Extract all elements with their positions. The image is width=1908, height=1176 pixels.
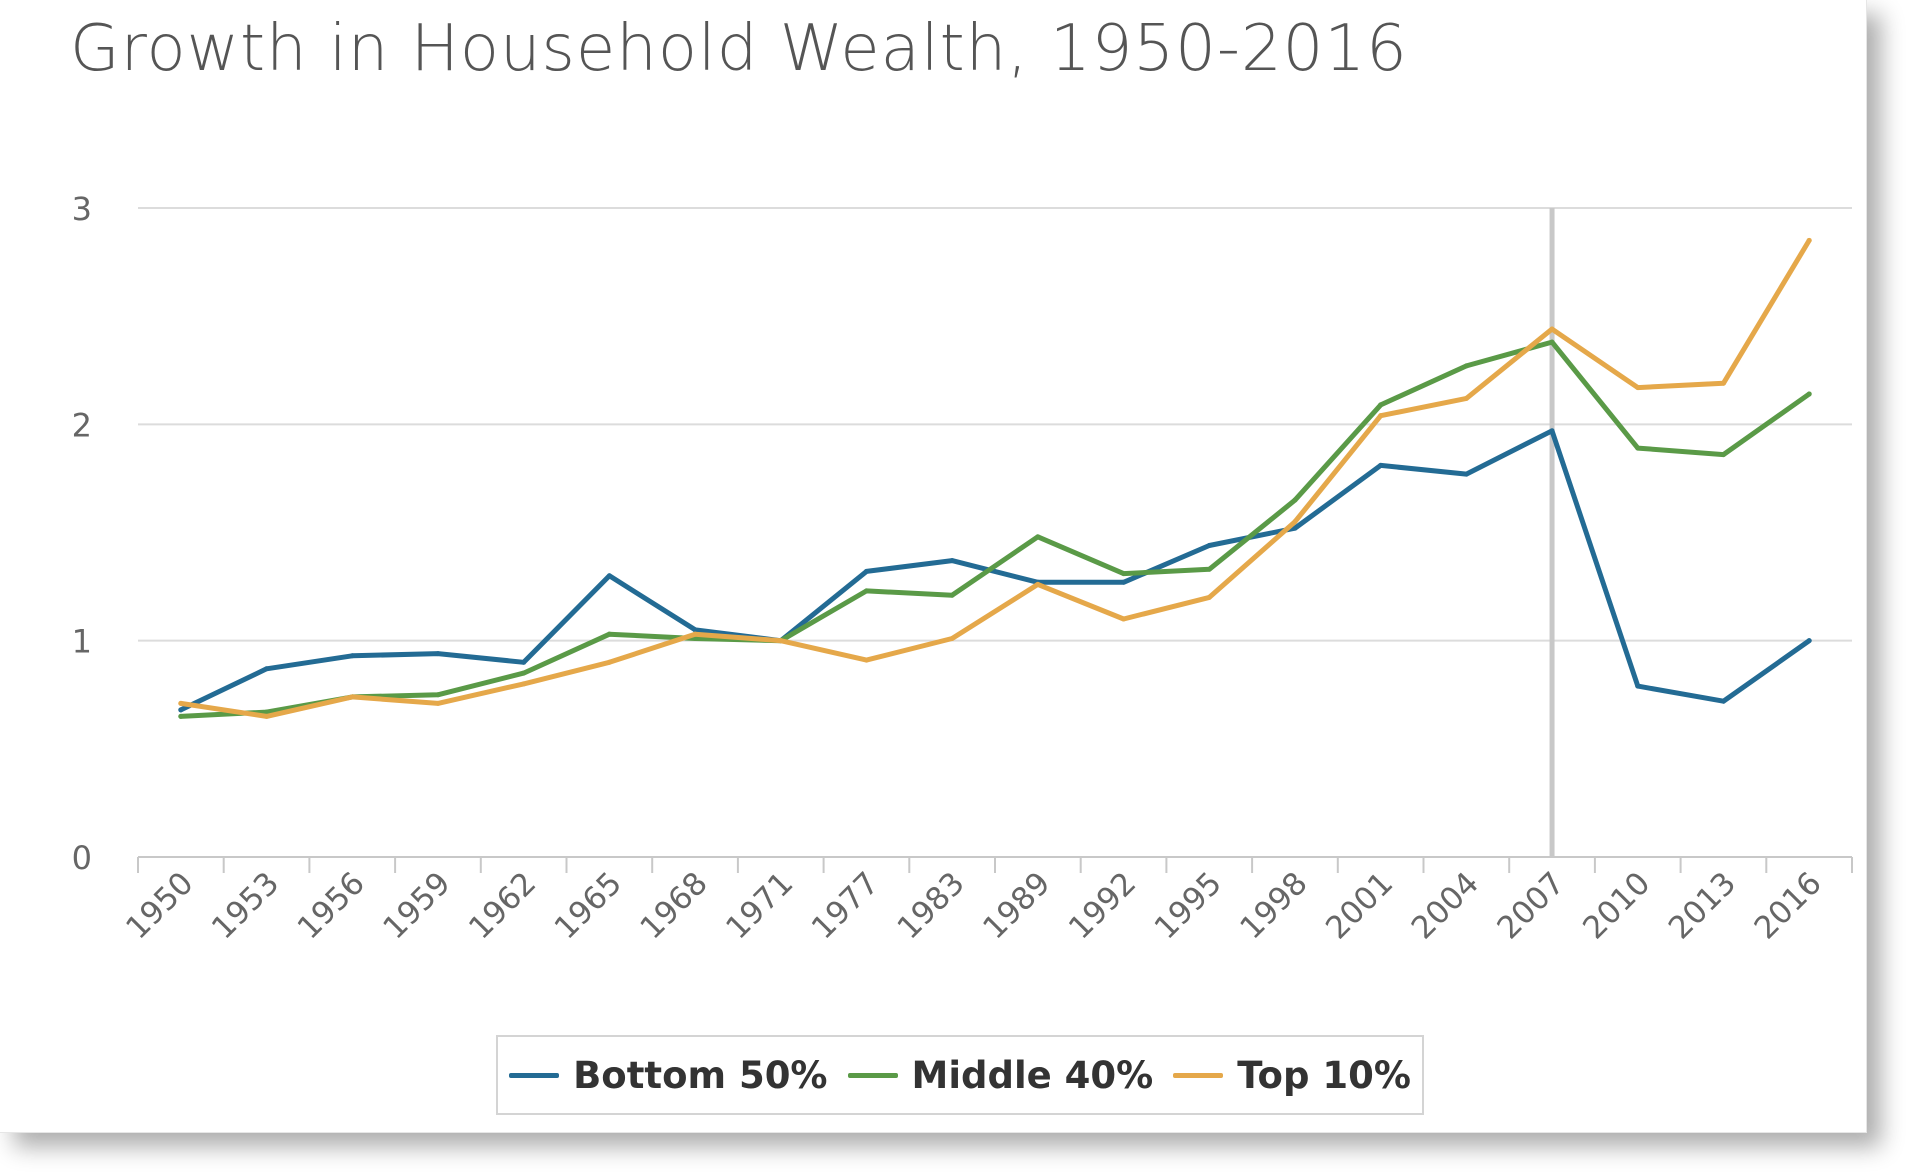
x-tick-label: 2010	[1576, 865, 1657, 946]
data-point	[1206, 594, 1212, 600]
legend-label: Bottom 50%	[573, 1053, 828, 1097]
x-tick-label: 1959	[376, 865, 457, 946]
legend-swatch	[847, 1072, 898, 1078]
x-tick-label: 2016	[1748, 865, 1829, 946]
data-point	[1121, 579, 1127, 585]
data-point	[435, 692, 441, 698]
x-tick-label: 1998	[1233, 865, 1314, 946]
data-point	[349, 694, 355, 700]
data-point	[1635, 445, 1641, 451]
data-point	[1378, 402, 1384, 408]
data-point	[1035, 581, 1041, 587]
y-tick-label: 2	[72, 406, 92, 444]
line-chart: 0 1 2 3 1950 1953 1956 1959 1962 1965 1968 1971 197…	[72, 190, 1853, 946]
data-point	[1121, 571, 1127, 577]
data-point	[1292, 519, 1298, 525]
data-point	[863, 568, 869, 574]
legend-item[interactable]: Middle 40%	[847, 1053, 1154, 1097]
x-tick-label: 1956	[291, 865, 372, 946]
x-tick-label: 2007	[1490, 865, 1571, 946]
chart-title: Growth in Household Wealth, 1950-2016	[70, 12, 1408, 86]
data-point	[264, 709, 270, 715]
y-tick-label: 3	[72, 190, 92, 228]
data-point	[692, 631, 698, 637]
data-point	[1720, 380, 1726, 386]
x-tick-label: 2001	[1319, 865, 1400, 946]
x-axis: 1950 1953 1956 1959 1962 1965 1968 1971 1977 1983…	[119, 856, 1853, 946]
x-tick-label: 1983	[891, 865, 972, 946]
legend-swatch	[1173, 1072, 1224, 1078]
x-tick-label: 1977	[805, 865, 886, 946]
data-point	[521, 670, 527, 676]
data-point	[521, 681, 527, 687]
data-point	[435, 700, 441, 706]
data-point	[1635, 683, 1641, 689]
data-point	[778, 638, 784, 644]
data-point	[1806, 237, 1812, 243]
series-line-bottom-50	[178, 428, 1812, 713]
data-point	[1378, 462, 1384, 468]
x-tick-label: 1995	[1148, 865, 1229, 946]
data-point	[1549, 428, 1555, 434]
data-point	[863, 657, 869, 663]
series-line-top-10	[178, 237, 1812, 719]
data-point	[264, 666, 270, 672]
legend-swatch	[509, 1072, 560, 1078]
data-point	[264, 713, 270, 719]
data-point	[435, 651, 441, 657]
x-tick-label: 1992	[1062, 865, 1143, 946]
data-point	[1292, 497, 1298, 503]
x-tick-label: 2004	[1405, 865, 1486, 946]
data-point	[349, 653, 355, 659]
data-point	[1806, 638, 1812, 644]
x-tick-label: 1965	[548, 865, 629, 946]
series-line-middle-40	[178, 339, 1812, 719]
data-point	[1206, 542, 1212, 548]
data-point	[521, 659, 527, 665]
series-lines	[178, 237, 1812, 719]
data-point	[1035, 534, 1041, 540]
data-point	[1378, 413, 1384, 419]
legend-item[interactable]: Bottom 50%	[509, 1053, 828, 1097]
x-tick-label: 1968	[633, 865, 714, 946]
data-point	[1806, 391, 1812, 397]
y-tick-label: 1	[72, 623, 92, 661]
data-point	[1720, 452, 1726, 458]
y-tick-label: 0	[72, 839, 92, 877]
data-point	[1549, 339, 1555, 345]
data-point	[606, 573, 612, 579]
data-point	[606, 631, 612, 637]
data-point	[606, 659, 612, 665]
data-point	[949, 558, 955, 564]
legend-label: Top 10%	[1237, 1053, 1411, 1097]
grid-lines: 0 1 2 3	[72, 190, 1852, 877]
x-tick-label: 2013	[1662, 865, 1743, 946]
data-point	[863, 588, 869, 594]
data-point	[178, 713, 184, 719]
data-point	[1121, 616, 1127, 622]
data-point	[949, 636, 955, 642]
data-point	[949, 592, 955, 598]
data-point	[692, 627, 698, 633]
legend: Bottom 50% Middle 40% Top 10%	[496, 1035, 1424, 1115]
x-tick-label: 1989	[976, 865, 1057, 946]
x-tick-label: 1962	[462, 865, 543, 946]
data-point	[1206, 566, 1212, 572]
data-point	[1292, 525, 1298, 531]
data-point	[178, 700, 184, 706]
data-point	[1463, 363, 1469, 369]
data-point	[1463, 471, 1469, 477]
data-point	[1635, 385, 1641, 391]
data-point	[178, 707, 184, 713]
x-tick-label: 1950	[119, 865, 200, 946]
data-point	[1720, 698, 1726, 704]
data-point	[1549, 326, 1555, 332]
legend-item[interactable]: Top 10%	[1173, 1054, 1411, 1097]
data-point	[1463, 395, 1469, 401]
x-tick-label: 1971	[719, 865, 800, 946]
legend-label: Middle 40%	[911, 1053, 1154, 1097]
x-tick-label: 1953	[205, 865, 286, 946]
